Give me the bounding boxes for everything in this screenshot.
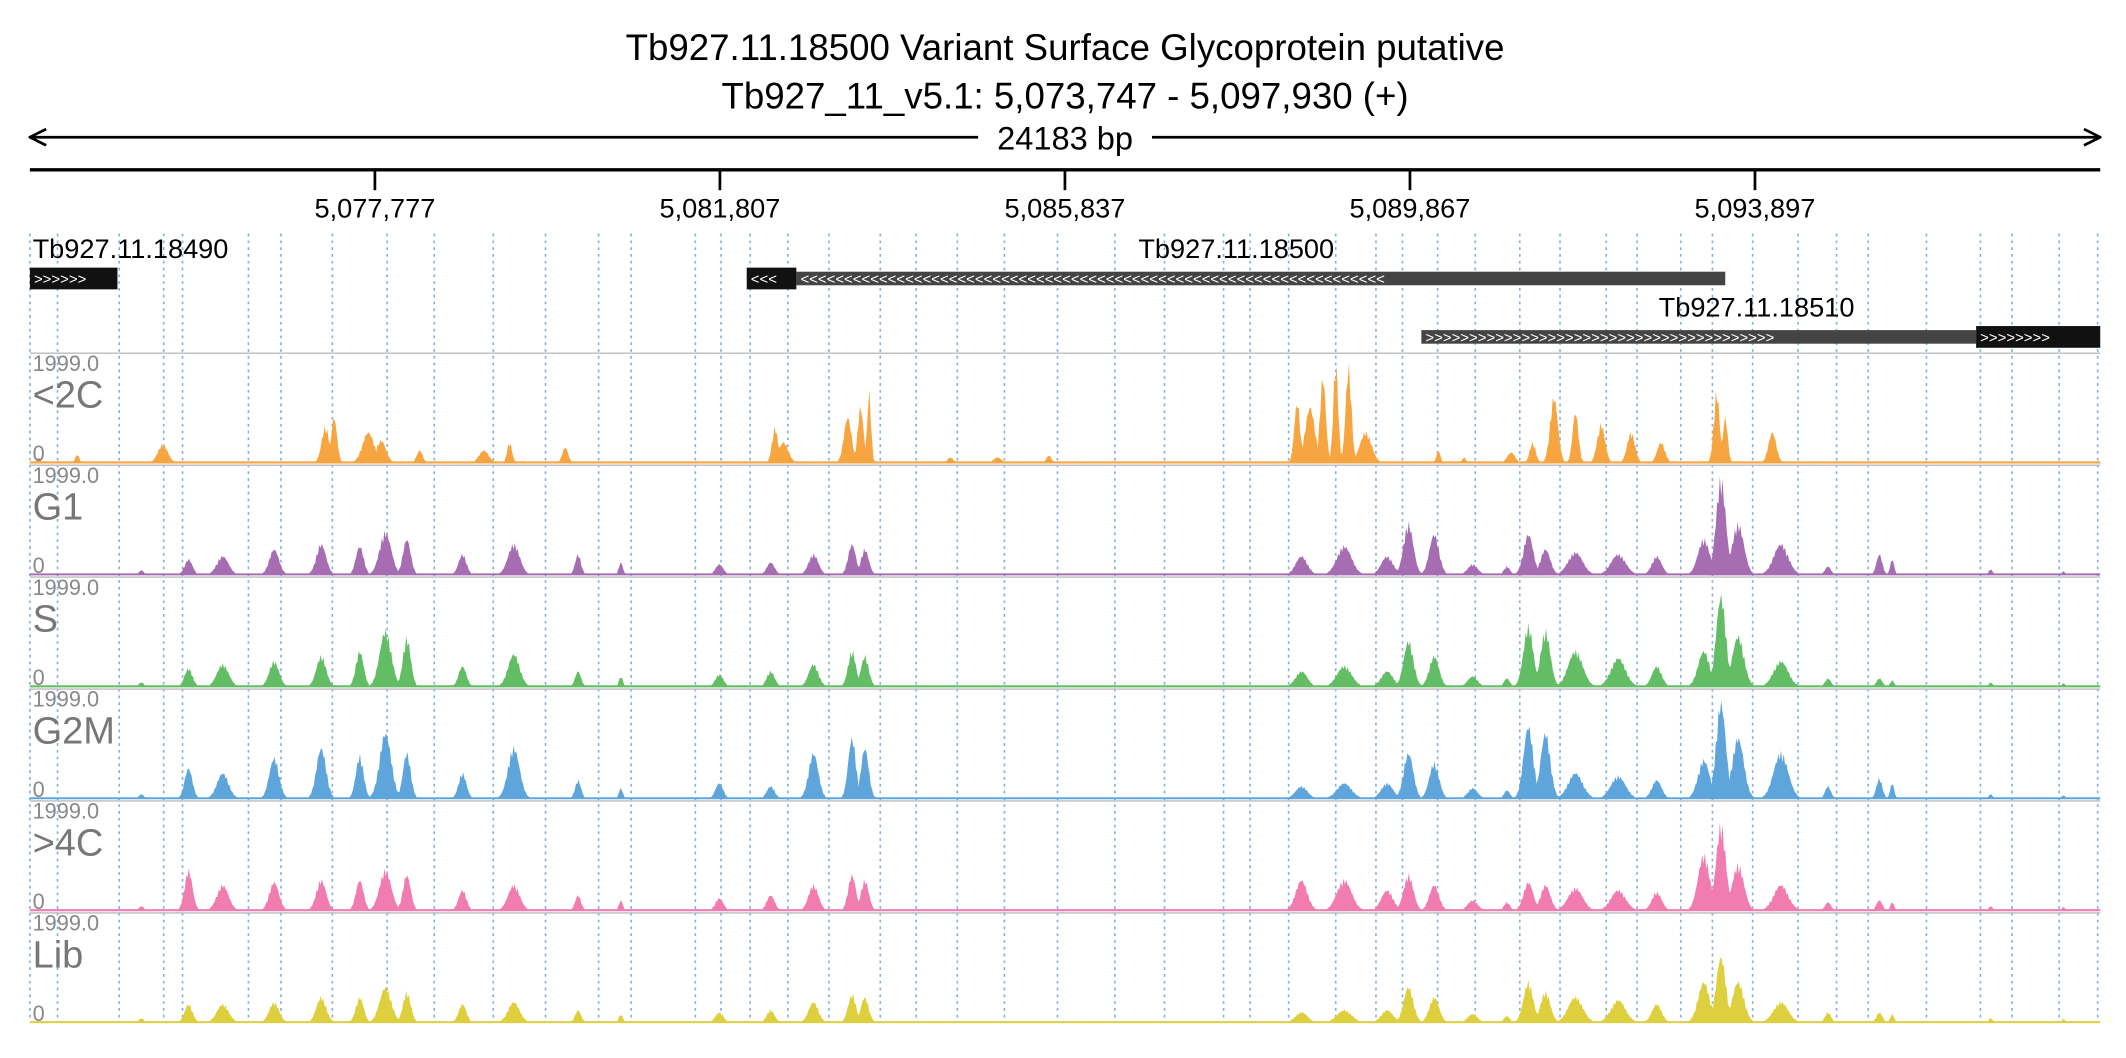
coordinate-axis: 5,077,777 5,081,807 5,085,837 5,089,867 5,09… xyxy=(29,168,2101,223)
track-max-label: 1999.0 xyxy=(33,463,99,488)
track-min-label: 0 xyxy=(33,1001,45,1026)
track-G2M: 1999.0 0 G2M xyxy=(29,687,2101,802)
track-min-label: 0 xyxy=(33,665,45,690)
coverage-area xyxy=(29,593,2101,687)
track-<2C: 1999.0 0 <2C xyxy=(29,351,2101,466)
coverage-area xyxy=(29,700,2101,799)
track-max-label: 1999.0 xyxy=(33,911,99,936)
strand-chevrons: <<< xyxy=(751,271,777,288)
axis-tick-label: 5,089,867 xyxy=(1350,192,1471,223)
track-name: <2C xyxy=(33,375,104,417)
gene-Tb927.11.18510: Tb927.11.18510>>>>>>>>>>>>>>>>>>>>>>>>>>… xyxy=(1421,292,2101,348)
span-ruler: 24183 bp xyxy=(30,119,2100,156)
strand-chevrons: >>>>>> xyxy=(34,271,86,288)
axis-tick-label: 5,081,807 xyxy=(660,192,781,223)
axis-tick-label: 5,093,897 xyxy=(1695,192,1816,223)
strand-chevrons: >>>>>>>> xyxy=(1980,329,2050,346)
gene-label: Tb927.11.18510 xyxy=(1659,292,1855,323)
track-G1: 1999.0 0 G1 xyxy=(29,463,2101,578)
track-max-label: 1999.0 xyxy=(33,575,99,600)
coverage-area xyxy=(29,956,2101,1023)
track-name: G2M xyxy=(33,710,115,752)
track-name: Lib xyxy=(33,934,84,976)
strand-chevrons: >>>>>>>>>>>>>>>>>>>>>>>>>>>>>>>>>>>>>>>> xyxy=(1425,329,1774,346)
chart-title: Tb927.11.18500 Variant Surface Glycoprot… xyxy=(626,27,1505,68)
gene-label: Tb927.11.18500 xyxy=(1138,233,1334,264)
track-min-label: 0 xyxy=(33,777,45,802)
gene-utr xyxy=(1421,330,1977,344)
gene-cds xyxy=(746,267,797,290)
coverage-area xyxy=(29,362,2101,463)
track-max-label: 1999.0 xyxy=(33,799,99,824)
gene-track: Tb927.11.18490>>>>>>Tb927.11.18500<<< <<<… xyxy=(29,233,2101,348)
strand-chevrons: <<<<<<<<<<<<<<<<<<<<<<<<<<<<<<<<<<<<<<<<… xyxy=(800,271,1384,288)
track-name: S xyxy=(33,598,58,640)
track-max-label: 1999.0 xyxy=(33,351,99,376)
gene-cds xyxy=(1976,326,2101,348)
track-name: G1 xyxy=(33,486,84,528)
gene-utr xyxy=(796,271,1726,286)
gene-cds xyxy=(29,267,118,290)
gene-Tb927.11.18500: Tb927.11.18500<<< <<<<<<<<<<<<<<<<<<<<<<<… xyxy=(746,233,1726,290)
span-label: 24183 bp xyxy=(997,119,1133,156)
coverage-area xyxy=(29,476,2101,575)
track-min-label: 0 xyxy=(33,553,45,578)
gene-Tb927.11.18490: Tb927.11.18490 >>>>>> xyxy=(29,233,229,290)
chart-location: Tb927_11_v5.1: 5,073,747 - 5,097,930 (+) xyxy=(721,76,1408,117)
track-min-label: 0 xyxy=(33,889,45,914)
gridlines xyxy=(29,233,2099,1022)
track-max-label: 1999.0 xyxy=(33,687,99,712)
coverage-tracks: 1999.00<2C1999.00G11999.00S1999.00G2M199… xyxy=(29,351,2101,1026)
gene-label: Tb927.11.18490 xyxy=(33,233,229,264)
axis-tick-label: 5,085,837 xyxy=(1005,192,1126,223)
track-S: 1999.0 0 S xyxy=(29,575,2101,690)
track-min-label: 0 xyxy=(33,441,45,466)
axis-tick-label: 5,077,777 xyxy=(314,192,435,223)
track-Lib: 1999.0 0 Lib xyxy=(29,911,2101,1026)
track->4C: 1999.0 0 >4C xyxy=(29,799,2101,914)
coverage-area xyxy=(29,822,2101,911)
track-name: >4C xyxy=(33,822,104,864)
